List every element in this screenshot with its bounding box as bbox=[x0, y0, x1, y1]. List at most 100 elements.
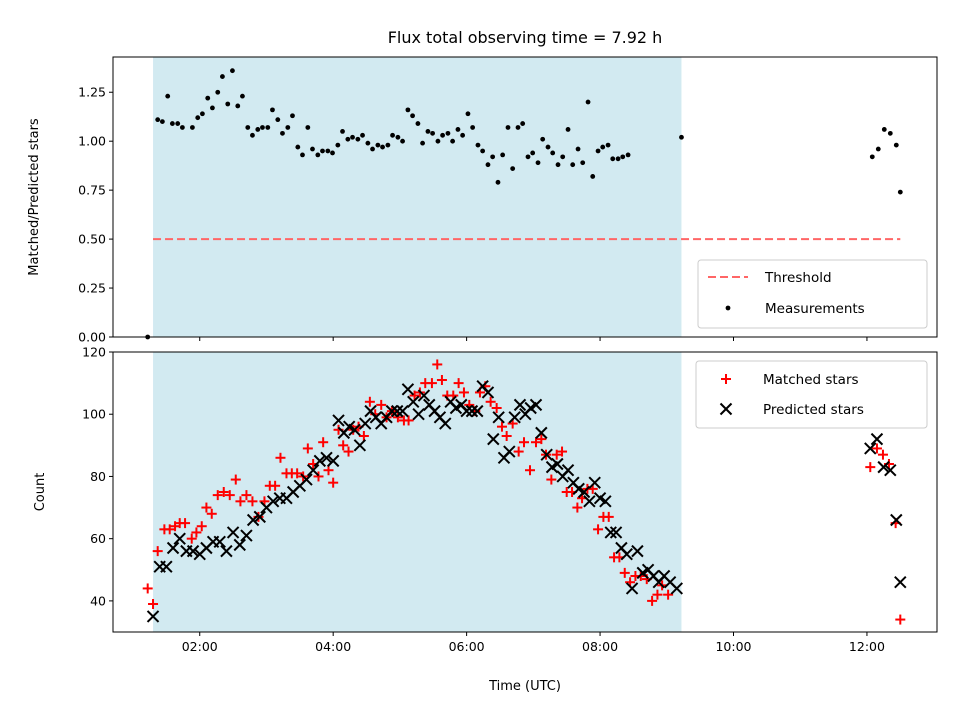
matched-star-point bbox=[426, 378, 437, 389]
top-x-ticks bbox=[199, 337, 868, 341]
predicted-stars-points bbox=[146, 380, 907, 623]
measurement-point bbox=[620, 154, 626, 160]
measurement-point bbox=[545, 144, 551, 150]
measurement-point bbox=[420, 140, 425, 146]
matched-star-point bbox=[275, 452, 286, 463]
predicted-star-point bbox=[604, 526, 617, 539]
measurement-point bbox=[265, 125, 271, 130]
y-tick-label: 40 bbox=[90, 593, 106, 608]
legend-predicted-swatch bbox=[719, 402, 733, 416]
matched-star-point bbox=[557, 446, 568, 457]
matched-star-point bbox=[328, 477, 339, 488]
y-tick-label: 100 bbox=[82, 407, 106, 422]
matched-star-point bbox=[453, 378, 464, 389]
measurement-point bbox=[250, 132, 255, 138]
measurement-point bbox=[205, 95, 211, 101]
measurement-point bbox=[370, 146, 375, 152]
measurement-point bbox=[245, 125, 251, 130]
matched-star-point bbox=[593, 524, 604, 535]
predicted-star-point bbox=[890, 513, 903, 527]
matched-star-point bbox=[647, 595, 658, 606]
predicted-star-point bbox=[551, 457, 564, 471]
measurement-point bbox=[450, 138, 456, 144]
predicted-star-point bbox=[412, 408, 425, 421]
measurement-point bbox=[590, 174, 596, 179]
predicted-star-point bbox=[253, 510, 266, 524]
predicted-star-point bbox=[529, 398, 543, 412]
predicted-star-point bbox=[306, 464, 320, 477]
x-tick-label: 02:00 bbox=[182, 639, 218, 654]
matched-star-point bbox=[191, 527, 202, 538]
measurement-point bbox=[415, 121, 421, 126]
measurement-point bbox=[585, 99, 591, 105]
matched-star-point bbox=[877, 449, 888, 460]
measurement-point bbox=[897, 189, 903, 195]
predicted-star-point bbox=[460, 404, 473, 418]
measurement-point bbox=[625, 152, 631, 158]
matched-star-point bbox=[142, 583, 153, 594]
measurement-point bbox=[385, 142, 391, 148]
predicted-star-point bbox=[870, 432, 884, 446]
matched-star-point bbox=[865, 462, 876, 473]
measurement-points bbox=[145, 68, 903, 340]
measurement-point bbox=[505, 125, 511, 130]
measurement-point bbox=[445, 130, 451, 136]
top-legend: Threshold Measurements bbox=[697, 259, 928, 329]
predicted-star-point bbox=[186, 544, 200, 558]
top-legend-box bbox=[697, 259, 928, 329]
measurement-point bbox=[530, 150, 536, 156]
y-tick-label: 120 bbox=[82, 345, 106, 360]
measurement-point bbox=[345, 136, 351, 142]
measurement-point bbox=[550, 150, 556, 156]
measurement-point bbox=[325, 148, 331, 154]
predicted-star-point bbox=[220, 544, 233, 558]
matched-star-point bbox=[436, 375, 447, 385]
measurement-point bbox=[470, 125, 476, 130]
predicted-star-point bbox=[439, 417, 452, 430]
matched-star-point bbox=[572, 502, 583, 513]
matched-star-point bbox=[338, 440, 349, 451]
x-tick-label: 08:00 bbox=[582, 639, 618, 654]
bottom-panel: 40 60 80 100 120 02:00 04:00 06:00 08:00 10:00 12… bbox=[33, 345, 938, 694]
matched-star-point bbox=[313, 471, 324, 482]
matched-star-point bbox=[663, 589, 674, 600]
measurement-point bbox=[179, 125, 185, 130]
measurement-point bbox=[595, 148, 601, 154]
measurement-point bbox=[425, 129, 431, 134]
measurement-point bbox=[210, 105, 215, 111]
predicted-star-point bbox=[540, 448, 553, 461]
matched-star-point bbox=[247, 496, 258, 507]
matched-star-point bbox=[196, 521, 207, 532]
predicted-star-point bbox=[513, 398, 527, 412]
legend-plus-marker bbox=[721, 374, 731, 384]
measurement-point bbox=[555, 162, 561, 168]
bottom-y-axis-label: Count bbox=[33, 473, 48, 512]
matched-star-point bbox=[895, 614, 906, 625]
chart-title: Flux total observing time = 7.92 h bbox=[388, 28, 663, 47]
legend-threshold-label: Threshold bbox=[764, 270, 832, 286]
measurement-point bbox=[565, 127, 571, 132]
matched-star-point bbox=[186, 533, 197, 544]
predicted-star-point bbox=[599, 495, 612, 508]
predicted-star-point bbox=[884, 464, 897, 477]
measurement-point bbox=[610, 156, 616, 162]
measurement-point bbox=[220, 74, 225, 79]
measurement-point bbox=[485, 162, 491, 168]
matched-star-point bbox=[212, 490, 223, 501]
predicted-star-point bbox=[233, 538, 246, 552]
predicted-star-point bbox=[471, 404, 484, 418]
matched-star-point bbox=[496, 421, 507, 432]
x-tick-label: 04:00 bbox=[315, 639, 351, 654]
matched-star-point bbox=[518, 437, 529, 448]
x-axis-label: Time (UTC) bbox=[488, 679, 561, 694]
y-tick-label: 0.00 bbox=[78, 330, 106, 345]
matched-star-point bbox=[491, 403, 502, 413]
predicted-star-point bbox=[226, 526, 240, 539]
top-y-ticks: 0.00 0.25 0.50 0.75 1.00 1.25 bbox=[78, 85, 113, 345]
measurement-point bbox=[189, 125, 195, 130]
measurement-point bbox=[360, 132, 365, 138]
measurement-point bbox=[535, 160, 541, 166]
measurement-point bbox=[280, 130, 285, 136]
measurement-point bbox=[270, 107, 275, 113]
measurement-point bbox=[350, 134, 355, 140]
